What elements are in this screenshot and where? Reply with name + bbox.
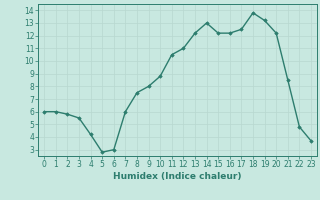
X-axis label: Humidex (Indice chaleur): Humidex (Indice chaleur) [113,172,242,181]
